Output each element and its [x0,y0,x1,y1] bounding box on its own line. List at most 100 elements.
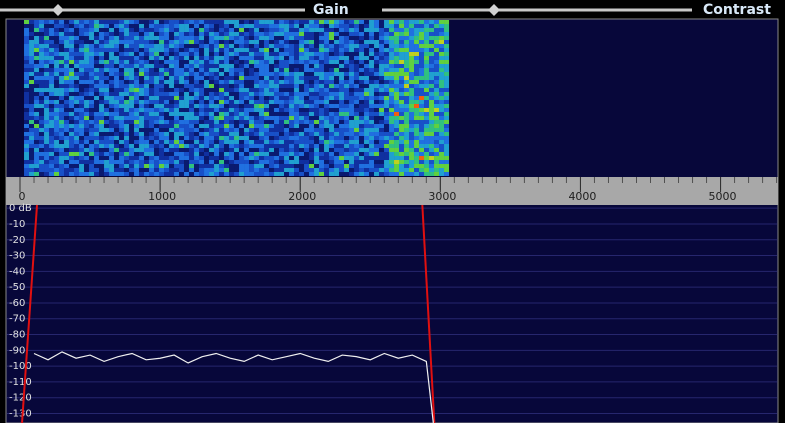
waterfall-cell [274,88,279,92]
waterfall-cell [434,96,439,100]
waterfall-cell [439,112,444,116]
waterfall-cell [159,156,164,160]
waterfall-cell [64,88,69,92]
waterfall-cell [84,128,89,132]
waterfall-cell [419,136,424,140]
waterfall-cell [164,128,169,132]
waterfall-cell [74,24,79,28]
waterfall-cell [174,84,179,88]
waterfall-cell [114,172,119,176]
waterfall-cell [269,84,274,88]
waterfall-cell [304,160,309,164]
waterfall-cell [89,104,94,108]
waterfall-cell [84,60,89,64]
waterfall-cell [94,108,99,112]
waterfall-cell [64,32,69,36]
waterfall-cell [114,36,119,40]
waterfall-cell [259,136,264,140]
waterfall-cell [34,112,39,116]
waterfall-cell [84,144,89,148]
waterfall-cell [444,40,449,44]
waterfall-cell [154,60,159,64]
waterfall-cell [99,128,104,132]
waterfall-cell [209,44,214,48]
waterfall-cell [339,112,344,116]
waterfall-cell [389,44,394,48]
waterfall-cell [174,148,179,152]
waterfall-cell [119,152,124,156]
waterfall-cell [179,40,184,44]
waterfall-cell [354,28,359,32]
waterfall-cell [29,152,34,156]
waterfall-cell [164,172,169,176]
waterfall-cell [384,76,389,80]
waterfall-cell [424,92,429,96]
waterfall-cell [239,56,244,60]
waterfall-cell [424,160,429,164]
waterfall-cell [279,144,284,148]
waterfall-cell [369,108,374,112]
waterfall-cell [364,104,369,108]
waterfall-cell [159,124,164,128]
waterfall-cell [259,92,264,96]
waterfall-cell [394,36,399,40]
waterfall-cell [249,24,254,28]
waterfall-cell [104,128,109,132]
waterfall-cell [34,160,39,164]
waterfall-cell [104,44,109,48]
waterfall-cell [314,92,319,96]
waterfall-cell [139,68,144,72]
waterfall-cell [89,76,94,80]
waterfall-cell [129,48,134,52]
waterfall-cell [234,148,239,152]
waterfall-cell [419,84,424,88]
waterfall-cell [369,136,374,140]
waterfall-cell [409,164,414,168]
waterfall-cell [314,120,319,124]
waterfall-cell [219,96,224,100]
waterfall-cell [289,108,294,112]
waterfall-cell [34,28,39,32]
waterfall-cell [109,24,114,28]
waterfall-cell [209,164,214,168]
waterfall-cell [414,140,419,144]
waterfall-cell [74,156,79,160]
waterfall-cell [399,152,404,156]
waterfall-cell [54,160,59,164]
waterfall-cell [169,24,174,28]
waterfall-cell [429,28,434,32]
waterfall-cell [404,76,409,80]
waterfall-cell [94,52,99,56]
waterfall-cell [84,140,89,144]
waterfall-cell [209,88,214,92]
waterfall-cell [184,60,189,64]
waterfall-cell [369,92,374,96]
waterfall-cell [414,68,419,72]
waterfall-cell [144,40,149,44]
waterfall-cell [209,168,214,172]
waterfall-cell [174,132,179,136]
waterfall-cell [254,104,259,108]
waterfall-cell [89,36,94,40]
waterfall-cell [109,104,114,108]
waterfall-cell [349,160,354,164]
waterfall-cell [349,164,354,168]
waterfall-cell [224,120,229,124]
waterfall-cell [324,156,329,160]
waterfall-cell [109,164,114,168]
waterfall-cell [209,140,214,144]
waterfall-cell [39,76,44,80]
waterfall-cell [199,76,204,80]
waterfall-cell [124,56,129,60]
waterfall-cell [204,136,209,140]
waterfall-cell [89,172,94,176]
waterfall-cell [414,24,419,28]
waterfall-cell [334,36,339,40]
waterfall-cell [69,56,74,60]
waterfall-cell [179,160,184,164]
waterfall-cell [419,140,424,144]
waterfall-cell [134,160,139,164]
waterfall-cell [399,144,404,148]
waterfall-cell [179,32,184,36]
waterfall-cell [329,72,334,76]
